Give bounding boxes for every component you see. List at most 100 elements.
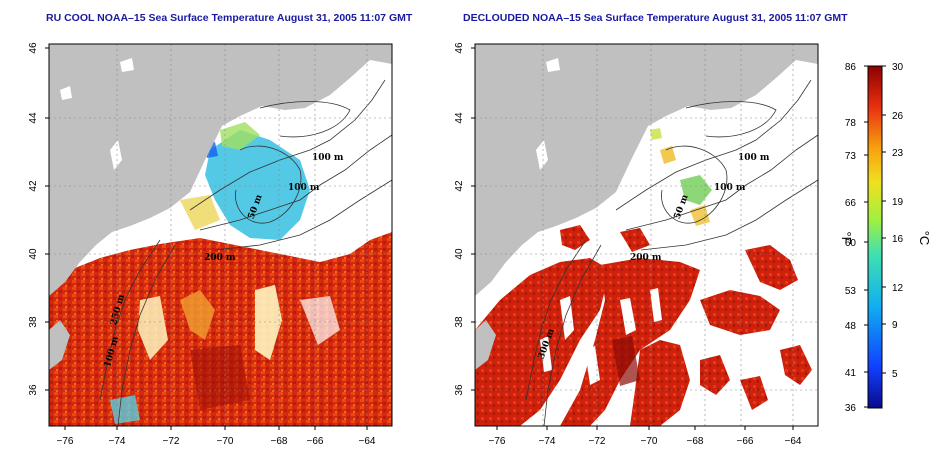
lat-tick-label: 42: [454, 180, 465, 192]
peninsula: [49, 320, 70, 370]
lon-tick-label: −66: [737, 436, 754, 447]
lon-tick-label: −68: [271, 436, 288, 447]
lake: [110, 140, 122, 170]
colorbar-f-tick: 60: [845, 238, 857, 249]
bathymetry-contour: [625, 134, 818, 231]
contour-label: 100 m: [738, 153, 770, 163]
lake: [546, 58, 560, 72]
lon-tick-label: −72: [163, 436, 180, 447]
lat-tick-label: 44: [454, 112, 465, 124]
bathymetry-contour: [235, 145, 302, 224]
lon-tick-label: −74: [109, 436, 126, 447]
bathymetry-contour: [189, 79, 386, 211]
cool-sst-green-patch: [220, 122, 260, 150]
colorbar-fahrenheit-label: °F: [839, 231, 854, 244]
colorbar-f-tick: 36: [845, 403, 857, 414]
bathymetry-contour: [685, 101, 777, 138]
lon-tick-label: −70: [217, 436, 234, 447]
land-mass: [475, 44, 818, 296]
graticule: [49, 44, 392, 426]
lon-tick-label: −66: [307, 436, 324, 447]
contour-label: 200 m: [204, 253, 236, 263]
colorbar-f-tick: 73: [845, 151, 857, 162]
land-mass: [49, 44, 392, 296]
warm-sst-patch: [650, 128, 662, 140]
right-panel-title: DECLOUDED NOAA–15 Sea Surface Temperatur…: [463, 12, 848, 24]
cool-patch: [110, 395, 140, 424]
contour-label: 100 m: [714, 183, 746, 193]
lat-tick-label: 42: [28, 180, 39, 192]
lat-tick-label: 38: [28, 316, 39, 328]
hot-core: [190, 345, 250, 410]
left-panel-title: RU COOL NOAA–15 Sea Surface Temperature …: [46, 12, 413, 24]
colorbar-celsius-label: °C: [917, 231, 932, 246]
map-frame: [474, 43, 819, 427]
colorbar-c-tick: 19: [892, 197, 904, 208]
contour-label: 100 m: [288, 183, 320, 193]
colorbar-f-tick: 66: [845, 198, 857, 209]
lon-tick-label: −74: [539, 436, 556, 447]
lon-tick-label: −64: [785, 436, 802, 447]
colorbar-c-tick: 30: [892, 62, 904, 73]
bathymetry-contour: [661, 145, 728, 224]
colorbar-c-tick: 9: [892, 320, 898, 331]
bathymetry-contour: [525, 239, 587, 401]
colorbar-c-tick: 16: [892, 234, 904, 245]
lon-tick-label: −64: [359, 436, 376, 447]
peninsula: [475, 320, 496, 370]
lat-tick-label: 46: [454, 42, 465, 54]
lat-tick-label: 36: [28, 384, 39, 396]
lat-tick-label: 44: [28, 112, 39, 124]
cloud-patch: [138, 296, 168, 360]
right-map-panel: 100 m 100 m 50 m 200 m 300 m −76: [454, 42, 819, 447]
colorbar-c-tick: 12: [892, 283, 904, 294]
lon-tick-label: −68: [687, 436, 704, 447]
lat-tick-label: 36: [454, 384, 465, 396]
lon-tick-label: −70: [641, 436, 658, 447]
map-frame: [48, 43, 393, 427]
warm-sst-yellow-patch: [180, 290, 215, 340]
cool-sst-region: [205, 130, 310, 240]
bathymetry-contour: [99, 239, 161, 401]
colorbar-c-tick: 26: [892, 111, 904, 122]
colorbar-gradient: [867, 65, 883, 409]
bathymetry-contour: [543, 244, 602, 426]
colorbar-f-tick: 78: [845, 118, 857, 129]
lon-tick-label: −76: [489, 436, 506, 447]
warm-sst-patch: [660, 146, 676, 164]
lon-tick-label: −72: [589, 436, 606, 447]
bathymetry-contour: [214, 179, 392, 251]
left-map-panel: 100 m 100 m 50 m 200 m 250 m 100 m: [28, 42, 393, 447]
bathymetry-contour: [117, 244, 176, 426]
colorbar-f-tick: 48: [845, 321, 857, 332]
bathymetry-contour: [615, 79, 812, 211]
axis-ticks: [471, 47, 794, 430]
lat-tick-label: 40: [454, 248, 465, 260]
bathymetry-contour: [199, 134, 392, 231]
axis-ticks: [45, 47, 368, 430]
bathymetry-contour: [640, 179, 818, 251]
lake: [120, 58, 134, 72]
lon-tick-label: −76: [57, 436, 74, 447]
lake: [60, 86, 72, 100]
lat-tick-label: 38: [454, 316, 465, 328]
cloud-patch: [255, 285, 282, 360]
contour-label: 200 m: [630, 253, 662, 263]
colorbar-c-tick: 5: [892, 369, 898, 380]
colorbar-ticks: [864, 65, 886, 408]
colorbar-f-tick: 41: [845, 368, 857, 379]
colorbar-f-tick: 53: [845, 286, 857, 297]
contour-label: 100 m: [312, 153, 344, 163]
lake: [536, 140, 548, 170]
mid-sst-patch: [180, 195, 220, 230]
bathymetry-contour: [259, 101, 351, 138]
cool-sst-patch: [680, 175, 712, 205]
lat-tick-label: 46: [28, 42, 39, 54]
hot-core: [612, 336, 640, 386]
lat-tick-label: 40: [28, 248, 39, 260]
colorbar-f-tick: 86: [845, 62, 857, 73]
colorbar: 86 78 73 66 60 53 48 41 36 30 26 23 19 1…: [839, 62, 932, 414]
cloud-patch: [300, 296, 340, 345]
colorbar-c-tick: 23: [892, 148, 904, 159]
